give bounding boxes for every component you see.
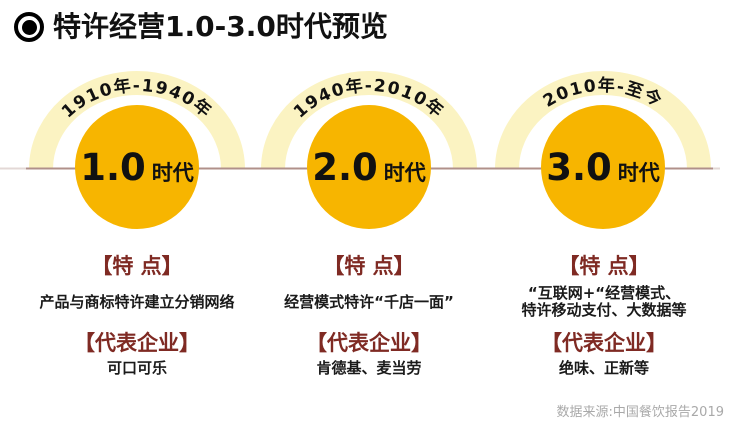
representative-label-2: 【代表企业】 [306,331,432,355]
feature-line: 产品与商标特许建立分销网络 [39,292,235,311]
timeline-graphic: 1910年-1940年 1940年-2010年 2010年-至今 1.0 时代 2… [0,71,720,229]
feature-line: 经营模式特许“千店一面” [284,292,454,311]
company-text-1: 可口可乐 [106,359,167,377]
representative-label-1: 【代表企业】 [74,331,200,355]
era-circle-1 [75,105,199,229]
feature-label-2: 【特 点】 [323,254,415,278]
era-arc-3 [495,71,711,170]
feature-label-3: 【特 点】 [558,254,650,278]
company-text-2: 肯德基、麦当劳 [316,359,422,377]
era-title-1: 1.0 时代 [80,146,194,189]
era-circle-2 [307,105,431,229]
data-source-note: 数据来源:中国餐饮报告2019 [556,405,724,420]
era-arc-1 [29,71,245,170]
feature-line: “互联网+“经营模式、 [527,284,681,302]
bullseye-icon [14,12,44,42]
company-text-3: 绝味、正新等 [558,359,649,377]
era-circle-3 [541,105,665,229]
era-arc-2 [261,71,477,170]
feature-text-3: “互联网+“经营模式、 特许移动支付、大数据等 [484,281,724,323]
title-bar: 特许经营1.0-3.0时代预览 [14,10,388,44]
feature-label-1: 【特 点】 [91,254,183,278]
era-column-1: 【特 点】 产品与商标特许建立分销网络 【代表企业】 可口可乐 [17,250,257,385]
feature-line: 特许移动支付、大数据等 [521,301,687,319]
page-title: 特许经营1.0-3.0时代预览 [53,10,388,43]
era-column-2: 【特 点】 经营模式特许“千店一面” 【代表企业】 肯德基、麦当劳 [249,250,489,385]
era-title-3: 3.0 时代 [546,146,660,189]
feature-text-2: 经营模式特许“千店一面” [249,281,489,323]
era-title-2: 2.0 时代 [312,146,426,189]
representative-label-3: 【代表企业】 [541,331,667,355]
feature-text-1: 产品与商标特许建立分销网络 [17,281,257,323]
era-column-3: 【特 点】 “互联网+“经营模式、 特许移动支付、大数据等 【代表企业】 绝味、… [484,250,724,385]
